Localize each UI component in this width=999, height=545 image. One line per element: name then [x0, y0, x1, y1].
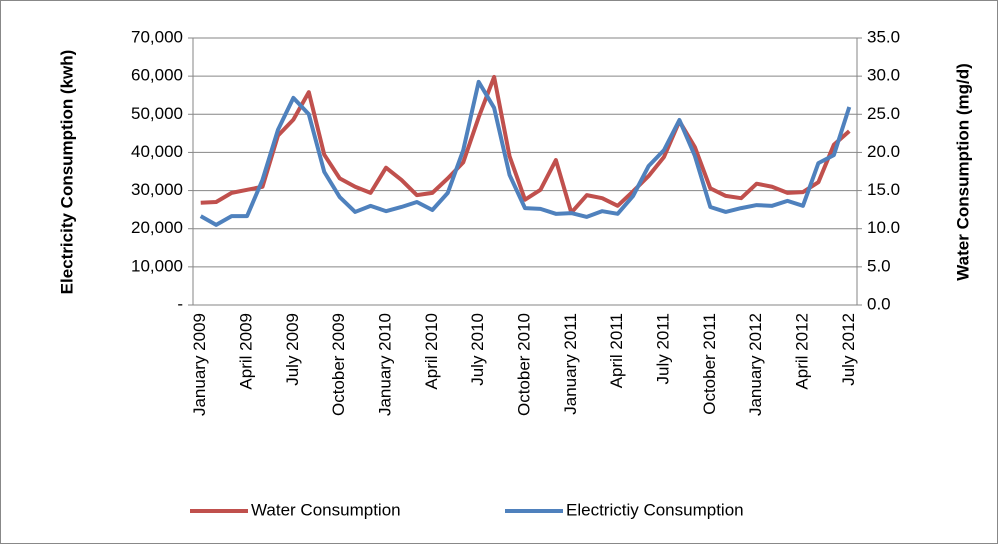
x-tick-label: July 2009 [283, 313, 302, 386]
y-tick-label: 30,000 [131, 180, 183, 199]
y-tick-label: 20,000 [131, 218, 183, 237]
y2-axis-title: Water Consumption (mg/d) [953, 63, 972, 281]
y-tick-label: 40,000 [131, 142, 183, 161]
y2-tick-label: 25.0 [867, 104, 900, 123]
y2-tick-label: 0.0 [867, 294, 891, 313]
x-tick-label: July 2010 [468, 313, 487, 386]
x-tick-label: April 2011 [607, 313, 626, 388]
x-tick-label: October 2010 [514, 313, 533, 416]
x-tick-label: April 2012 [792, 313, 811, 390]
x-tick-label: April 2010 [422, 313, 441, 390]
x-tick-label: January 2011 [561, 313, 580, 415]
x-tick-label: October 2009 [329, 313, 348, 416]
series-line [199, 79, 852, 227]
y-tick-label: 50,000 [131, 104, 183, 123]
x-tick-label: April 2009 [237, 313, 256, 390]
x-tick-label: January 2012 [746, 313, 765, 416]
series-line [200, 74, 851, 215]
legend-label: Water Consumption [251, 500, 401, 519]
y2-tick-label: 30.0 [867, 66, 900, 85]
y2-tick-label: 35.0 [867, 27, 900, 46]
y-tick-label: 60,000 [131, 66, 183, 85]
x-tick-label: January 2009 [190, 313, 209, 416]
x-tick-label: July 2011 [653, 313, 672, 385]
y2-tick-label: 5.0 [867, 256, 891, 275]
y2-tick-label: 15.0 [867, 180, 900, 199]
y-tick-label: - [177, 294, 183, 313]
x-tick-label: July 2012 [839, 313, 858, 386]
y-axis-title: Electricity Consumption (kwh) [57, 50, 76, 295]
x-tick-label: January 2010 [376, 313, 395, 416]
x-tick-label: October 2011 [700, 313, 719, 415]
y-tick-label: 70,000 [131, 27, 183, 46]
y2-tick-label: 10.0 [867, 218, 900, 237]
y-tick-label: 10,000 [131, 256, 183, 275]
legend-label: Electrictiy Consumption [566, 500, 744, 519]
y2-tick-label: 20.0 [867, 142, 900, 161]
